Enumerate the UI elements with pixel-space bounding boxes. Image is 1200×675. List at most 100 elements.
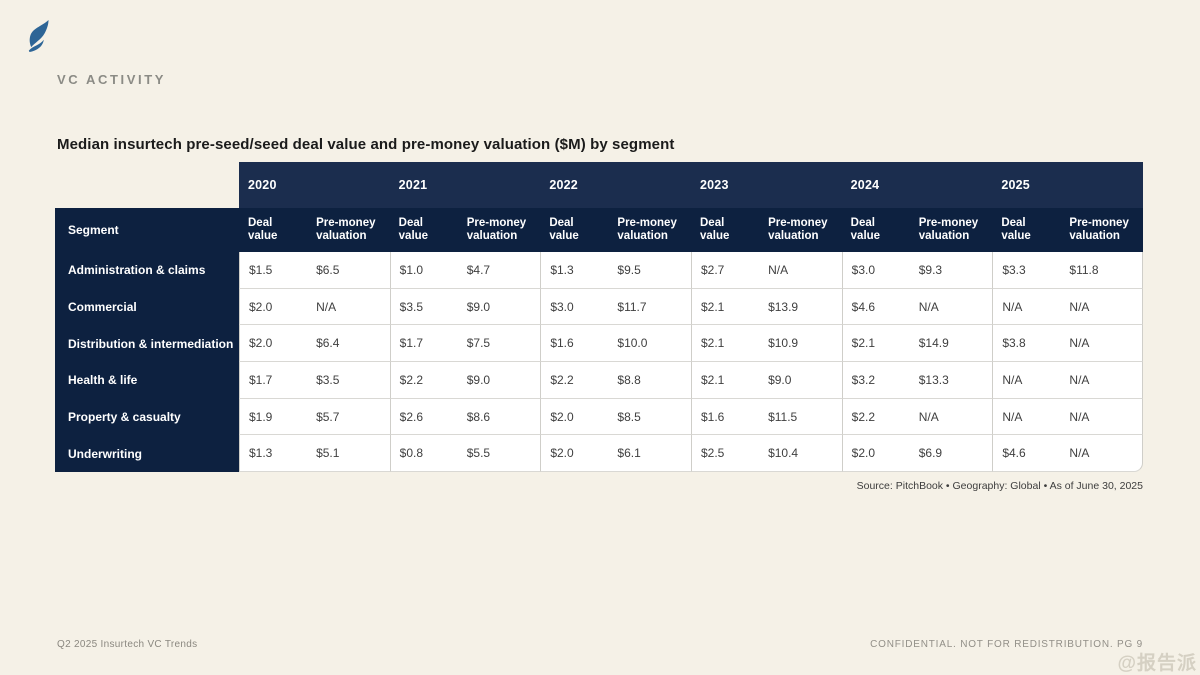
value-cell: $6.1 <box>608 435 691 473</box>
value-cell: $2.0 <box>841 435 910 473</box>
value-cell: N/A <box>759 252 842 289</box>
value-cell: $2.1 <box>841 325 910 363</box>
value-cell: $3.0 <box>540 288 609 326</box>
value-cell: $8.5 <box>608 398 691 436</box>
subcolumn-header: Deal value <box>841 208 910 252</box>
value-cell: $6.5 <box>307 252 390 289</box>
value-cell: $9.0 <box>457 362 541 399</box>
value-cell: $1.5 <box>239 252 308 289</box>
segment-label: Underwriting <box>55 435 239 473</box>
section-label: VC ACTIVITY <box>57 72 167 87</box>
year-header-2022: 2022 <box>540 162 691 208</box>
segment-label: Administration & claims <box>55 252 239 289</box>
value-cell: $2.0 <box>540 398 609 436</box>
year-header-2025: 2025 <box>992 162 1143 208</box>
value-cell: $2.2 <box>841 398 910 436</box>
segment-column-header: Segment <box>55 208 239 252</box>
value-cell: $2.2 <box>389 362 458 399</box>
value-cell: $9.0 <box>457 288 541 326</box>
value-cell: $7.5 <box>457 325 541 363</box>
segment-table: 2020 2021 2022 2023 2024 2025 Segment Deal valu… <box>55 162 1143 473</box>
subcolumn-header: Deal value <box>992 208 1061 252</box>
value-cell: N/A <box>307 288 390 326</box>
value-cell: $2.1 <box>691 288 760 326</box>
subcolumn-header: Pre-money valuation <box>307 208 390 252</box>
value-cell: N/A <box>909 288 993 326</box>
value-cell: $8.8 <box>608 362 691 399</box>
value-cell: $6.9 <box>909 435 993 473</box>
watermark-text: @报告派 <box>1117 653 1197 674</box>
value-cell: $1.3 <box>239 435 308 473</box>
value-cell: N/A <box>992 288 1061 326</box>
value-cell: $2.6 <box>389 398 458 436</box>
segment-label: Distribution & intermediation <box>55 325 239 363</box>
value-cell: $1.7 <box>239 362 308 399</box>
value-cell: $1.7 <box>389 325 458 363</box>
value-cell: N/A <box>1060 325 1143 363</box>
value-cell: $11.5 <box>759 398 842 436</box>
subcolumn-header: Deal value <box>691 208 760 252</box>
value-cell: N/A <box>1060 288 1143 326</box>
value-cell: $2.1 <box>691 362 760 399</box>
subcolumn-header: Pre-money valuation <box>608 208 691 252</box>
subcolumn-header: Pre-money valuation <box>909 208 993 252</box>
value-cell: N/A <box>1060 398 1143 436</box>
value-cell: N/A <box>992 362 1061 399</box>
footer-report-name: Q2 2025 Insurtech VC Trends <box>57 639 198 650</box>
value-cell: $3.2 <box>841 362 910 399</box>
value-cell: $2.0 <box>540 435 609 473</box>
value-cell: $10.9 <box>759 325 842 363</box>
value-cell: $9.3 <box>909 252 993 289</box>
value-cell: N/A <box>1060 435 1143 473</box>
year-header-2020: 2020 <box>239 162 390 208</box>
year-header-2021: 2021 <box>389 162 541 208</box>
segment-label: Health & life <box>55 362 239 399</box>
value-cell: $9.5 <box>608 252 691 289</box>
value-cell: $6.4 <box>307 325 390 363</box>
value-cell: $5.5 <box>457 435 541 473</box>
subcolumn-header: Deal value <box>389 208 458 252</box>
value-cell: $13.3 <box>909 362 993 399</box>
value-cell: $1.6 <box>540 325 609 363</box>
value-cell: $10.4 <box>759 435 842 473</box>
value-cell: $1.9 <box>239 398 308 436</box>
value-cell: $4.6 <box>992 435 1061 473</box>
value-cell: $11.8 <box>1060 252 1143 289</box>
value-cell: N/A <box>992 398 1061 436</box>
table-corner-spacer <box>55 162 239 208</box>
value-cell: $1.3 <box>540 252 609 289</box>
value-cell: $1.6 <box>691 398 760 436</box>
value-cell: $8.6 <box>457 398 541 436</box>
subcolumn-header: Pre-money valuation <box>759 208 842 252</box>
value-cell: $2.7 <box>691 252 760 289</box>
value-cell: $3.5 <box>307 362 390 399</box>
year-header-2023: 2023 <box>691 162 842 208</box>
subcolumn-header: Pre-money valuation <box>1060 208 1143 252</box>
value-cell: $3.5 <box>389 288 458 326</box>
year-header-2024: 2024 <box>841 162 993 208</box>
value-cell: $2.0 <box>239 325 308 363</box>
footer-confidential-note: CONFIDENTIAL. NOT FOR REDISTRIBUTION. PG… <box>870 639 1143 650</box>
value-cell: $2.0 <box>239 288 308 326</box>
value-cell: N/A <box>1060 362 1143 399</box>
value-cell: $9.0 <box>759 362 842 399</box>
subcolumn-header: Deal value <box>540 208 609 252</box>
subcolumn-header: Deal value <box>239 208 308 252</box>
value-cell: N/A <box>909 398 993 436</box>
value-cell: $10.0 <box>608 325 691 363</box>
value-cell: $3.3 <box>992 252 1061 289</box>
value-cell: $1.0 <box>389 252 458 289</box>
value-cell: $2.1 <box>691 325 760 363</box>
value-cell: $2.2 <box>540 362 609 399</box>
value-cell: $14.9 <box>909 325 993 363</box>
segment-label: Property & casualty <box>55 398 239 436</box>
subcolumn-header: Pre-money valuation <box>457 208 541 252</box>
value-cell: $4.6 <box>841 288 910 326</box>
table-title: Median insurtech pre-seed/seed deal valu… <box>57 136 675 153</box>
source-note: Source: PitchBook • Geography: Global • … <box>856 480 1143 492</box>
value-cell: $2.5 <box>691 435 760 473</box>
value-cell: $13.9 <box>759 288 842 326</box>
pitchbook-logo-icon <box>28 19 49 52</box>
value-cell: $5.1 <box>307 435 390 473</box>
